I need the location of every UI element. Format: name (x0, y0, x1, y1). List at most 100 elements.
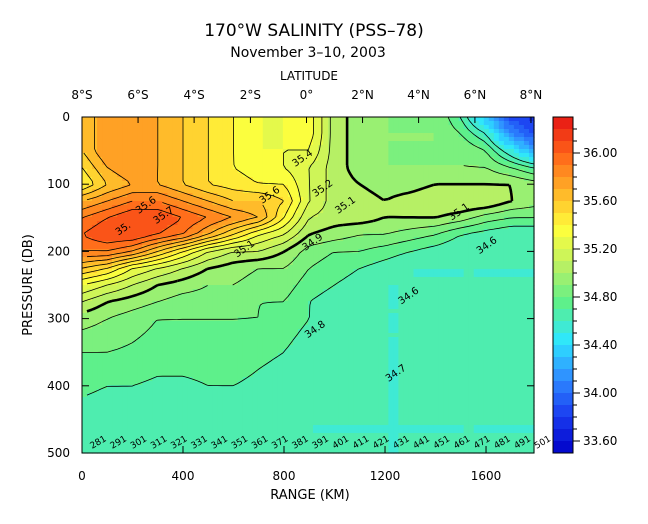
heat-cell (448, 213, 455, 218)
heat-cell (358, 149, 364, 154)
heat-cell (252, 121, 259, 126)
heat-cell (162, 213, 168, 218)
heat-cell (508, 125, 515, 130)
heat-cell (82, 201, 88, 206)
heat-cell (232, 209, 239, 214)
heat-cell (408, 121, 415, 126)
heat-cell (157, 317, 163, 322)
heat-cell (82, 197, 88, 202)
heat-cell (398, 333, 405, 338)
heat-cell (473, 121, 480, 126)
heat-cell (257, 281, 264, 286)
heat-cell (127, 233, 133, 238)
heat-cell (478, 305, 485, 310)
heat-cell (82, 205, 88, 210)
heat-cell (503, 237, 510, 242)
heat-cell (302, 277, 309, 282)
heat-cell (97, 133, 103, 138)
heat-cell (122, 161, 128, 166)
heat-cell (508, 329, 515, 334)
heat-cell (182, 201, 189, 206)
heat-cell (122, 189, 128, 194)
heat-cell (217, 293, 224, 298)
heat-cell (308, 193, 314, 198)
heat-cell (378, 309, 384, 314)
heat-cell (503, 253, 510, 258)
heat-cell (363, 237, 369, 242)
heat-cell (172, 177, 179, 182)
heat-cell (177, 229, 184, 234)
heat-cell (433, 205, 440, 210)
heat-cell (443, 133, 450, 138)
heat-cell (172, 125, 179, 130)
heat-cell (353, 217, 359, 222)
heat-cell (353, 153, 359, 158)
heat-cell (242, 165, 249, 170)
heat-cell (368, 289, 374, 294)
heat-cell (368, 153, 374, 158)
heat-cell (473, 177, 480, 182)
heat-cell (343, 309, 349, 314)
heat-cell (297, 181, 304, 186)
heat-cell (142, 213, 148, 218)
heat-cell (503, 325, 510, 330)
heat-cell (282, 269, 289, 274)
heat-cell (147, 253, 153, 258)
heat-cell (187, 313, 194, 318)
heat-cell (167, 125, 173, 130)
heat-cell (333, 297, 339, 302)
heat-cell (383, 117, 389, 122)
heat-cell (488, 197, 495, 202)
heat-cell (483, 317, 490, 322)
heat-cell (388, 201, 394, 206)
heat-cell (107, 177, 113, 182)
heat-cell (232, 257, 239, 262)
heat-cell (363, 321, 369, 326)
heat-cell (222, 289, 229, 294)
heat-cell (308, 117, 314, 122)
heat-cell (142, 277, 148, 282)
heat-cell (172, 293, 179, 298)
heat-cell (403, 129, 410, 134)
heat-cell (518, 233, 525, 238)
heat-cell (458, 297, 465, 302)
heat-cell (323, 285, 329, 290)
heat-cell (157, 337, 163, 342)
heat-cell (162, 293, 168, 298)
heat-cell (237, 297, 244, 302)
heat-cell (152, 337, 158, 342)
heat-cell (207, 277, 214, 282)
heat-cell (217, 161, 224, 166)
heat-cell (232, 129, 239, 134)
heat-cell (368, 181, 374, 186)
heat-cell (242, 153, 249, 158)
heat-cell (308, 165, 314, 170)
heat-cell (433, 261, 440, 266)
heat-cell (328, 321, 334, 326)
heat-cell (297, 261, 304, 266)
heat-cell (523, 161, 530, 166)
heat-cell (373, 225, 379, 230)
heat-cell (443, 297, 450, 302)
heat-cell (207, 305, 214, 310)
heat-cell (418, 189, 425, 194)
heat-cell (232, 193, 239, 198)
heat-cell (433, 277, 440, 282)
heat-cell (498, 129, 505, 134)
heat-cell (302, 193, 309, 198)
heat-cell (343, 249, 349, 254)
heat-cell (147, 273, 153, 278)
heat-cell (438, 201, 445, 206)
heat-cell (493, 281, 500, 286)
heat-cell (112, 225, 118, 230)
heat-cell (328, 289, 334, 294)
heat-cell (197, 133, 204, 138)
heat-cell (212, 161, 219, 166)
heat-cell (152, 261, 158, 266)
heat-cell (428, 205, 435, 210)
heat-cell (92, 289, 98, 294)
heat-cell (358, 301, 364, 306)
heat-cell (102, 297, 108, 302)
heat-cell (282, 161, 289, 166)
heat-cell (368, 253, 374, 258)
